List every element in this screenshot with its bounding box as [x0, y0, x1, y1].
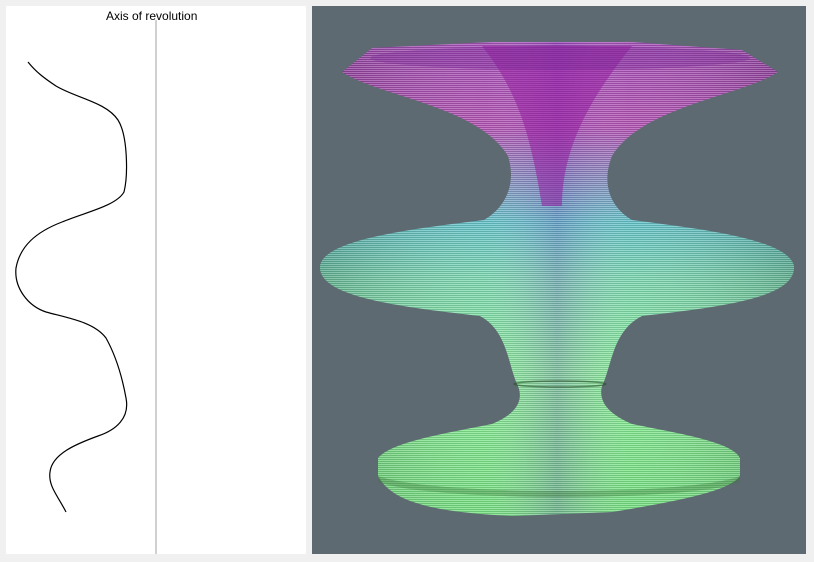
profile-sketch: [15, 20, 157, 554]
profile-curve[interactable]: [15, 61, 128, 513]
3d-viewport[interactable]: [312, 6, 806, 554]
axis-label: Axis of revolution: [106, 9, 198, 23]
vase-render: [319, 42, 795, 516]
profile-drawing-canvas[interactable]: Axis of revolution: [6, 6, 306, 554]
